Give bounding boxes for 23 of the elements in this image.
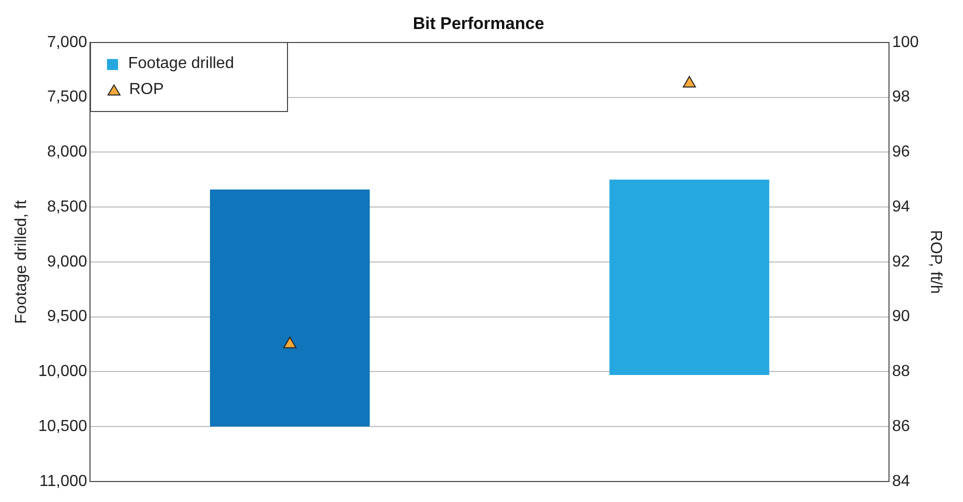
chart-title: Bit Performance xyxy=(412,14,544,33)
y2-tick-label: 90 xyxy=(892,308,910,326)
y-tick-label: 9,500 xyxy=(47,308,88,326)
y-tick-label: 8,500 xyxy=(47,198,88,216)
y2-tick-label: 88 xyxy=(892,363,910,380)
y-axis-title: Footage drilled, ft xyxy=(13,200,30,324)
y2-tick-label: 100 xyxy=(892,34,919,51)
y-tick-label: 10,000 xyxy=(38,363,88,380)
y2-tick-label: 92 xyxy=(892,253,910,270)
y2-tick-label: 94 xyxy=(892,198,910,216)
legend-label: ROP xyxy=(129,81,164,100)
y-tick-label: 7,000 xyxy=(47,34,88,51)
y-tick-label: 8,000 xyxy=(47,144,88,161)
y-tick-label: 9,000 xyxy=(47,253,88,270)
y2-tick-label: 84 xyxy=(892,472,910,490)
y2-axis-title: ROP, ft/h xyxy=(926,230,944,294)
y-tick-label: 11,000 xyxy=(39,472,88,490)
y2-tick-label: 96 xyxy=(892,144,910,161)
y-tick-label: 7,500 xyxy=(47,88,88,106)
y2-tick-label: 98 xyxy=(892,88,910,106)
y2-tick-label: 86 xyxy=(892,418,910,435)
legend-label: Footage drilled xyxy=(128,55,234,74)
y-tick-label: 10,500 xyxy=(38,418,88,435)
